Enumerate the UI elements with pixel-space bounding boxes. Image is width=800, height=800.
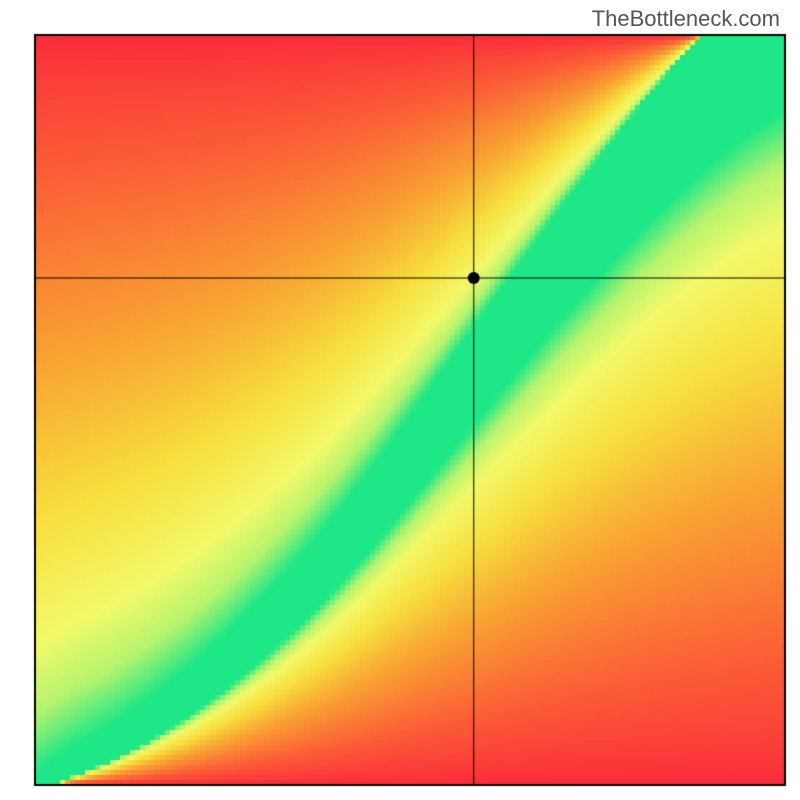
bottleneck-heatmap <box>0 0 800 800</box>
chart-container: TheBottleneck.com <box>0 0 800 800</box>
watermark-text: TheBottleneck.com <box>592 6 780 32</box>
